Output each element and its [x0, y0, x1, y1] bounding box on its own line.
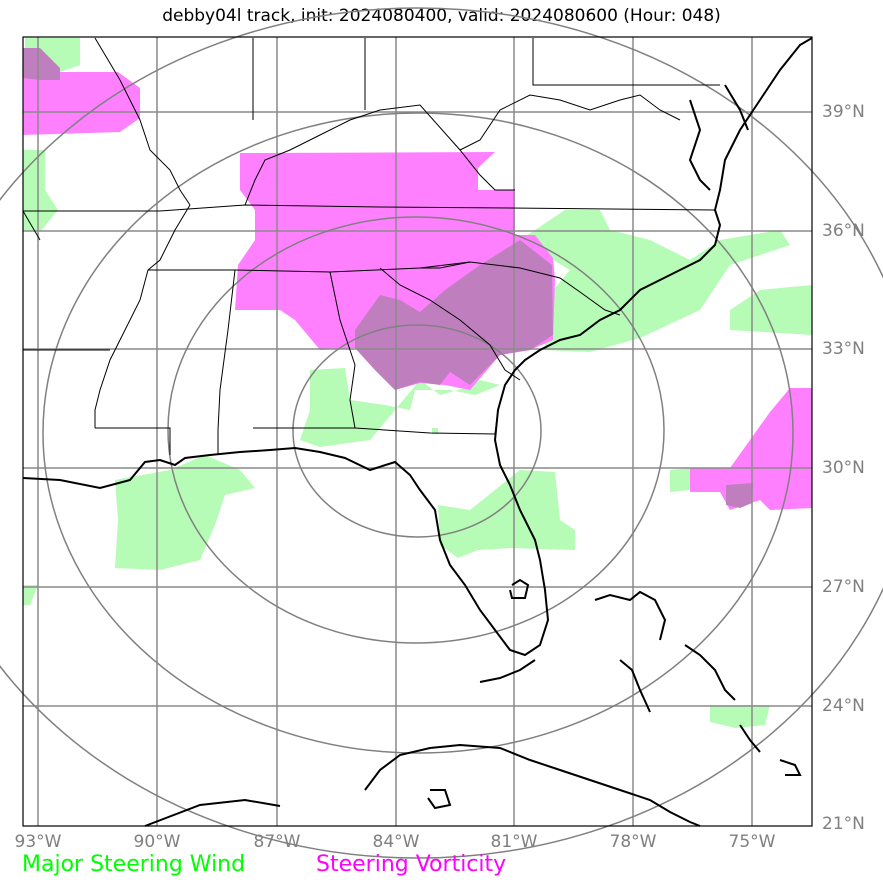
ring-second: [167, 216, 665, 644]
coast-bahamas-4: [739, 724, 761, 753]
lon-label-81w: 81°W: [490, 832, 538, 852]
wind-area-west-south: [23, 585, 38, 605]
lon-label-75w: 75°W: [728, 832, 776, 852]
wind-area-atlantic-east: [730, 285, 812, 335]
legend-steering-wind: Major Steering Wind: [22, 852, 246, 877]
border-wv-va: [459, 94, 681, 151]
lat-label-39n: 39°N: [822, 102, 865, 122]
coast-east-upper: [714, 37, 813, 211]
overlap-areas: [23, 48, 753, 508]
lon-label-90w: 90°W: [133, 832, 181, 852]
border-pa-md: [532, 38, 720, 86]
coast-cuba-south: [144, 798, 281, 827]
lon-label-93w: 93°W: [14, 832, 62, 852]
lat-label-36n: 36°N: [822, 221, 865, 241]
lon-label-87w: 87°W: [253, 832, 301, 852]
ring-inner: [292, 324, 542, 538]
ring-outer: [0, 7, 883, 859]
lat-label-33n: 33°N: [822, 339, 865, 359]
wind-area-gulf-blob: [432, 428, 438, 434]
coast-bahamas-2: [684, 644, 736, 701]
lon-label-78w: 78°W: [609, 832, 657, 852]
coast-bahamas-1: [594, 590, 667, 641]
lat-label-27n: 27°N: [822, 577, 865, 597]
distance-rings: [0, 7, 883, 859]
coast-isle-pines: [427, 789, 452, 810]
coast-bahamas-3: [619, 659, 651, 713]
wind-area-ga-fl: [300, 368, 500, 447]
vorticity-area-nw: [23, 72, 140, 135]
coastlines: [22, 37, 813, 827]
wind-area-gulf: [115, 455, 255, 570]
coast-hispaniola: [779, 759, 802, 776]
coast-cuba: [364, 743, 701, 827]
overlap-area-atlantic: [726, 483, 753, 508]
wind-area-atlantic-mid: [670, 468, 690, 492]
border-al-ga: [329, 271, 356, 429]
border-ky-va: [244, 104, 515, 206]
border-ms-al: [217, 269, 236, 455]
lat-label-30n: 30°N: [822, 458, 865, 478]
legend-steering-vorticity: Steering Vorticity: [316, 852, 507, 877]
overlap-area-georgia: [355, 240, 553, 390]
state-borders: [22, 37, 720, 455]
border-ky-tn: [23, 204, 716, 212]
coast-delaware: [724, 84, 749, 131]
border-nc-sc: [420, 261, 471, 269]
border-tn-south: [148, 261, 621, 316]
map-frame: [22, 36, 813, 827]
overlap-area-nw: [23, 48, 60, 80]
coast-keys: [479, 659, 536, 683]
lat-label-21n: 21°N: [822, 814, 865, 834]
vorticity-area-atlantic: [690, 388, 812, 510]
graticule: [23, 37, 812, 826]
coast-gulf: [22, 209, 722, 657]
coast-chesapeake: [688, 99, 711, 191]
coast-lake-okeechobee: [509, 578, 530, 599]
lat-label-24n: 24°N: [822, 696, 865, 716]
wind-area-fl-penin: [438, 470, 575, 558]
border-mo-ar: [22, 210, 41, 241]
border-ga-sc: [379, 267, 521, 381]
border-oh-river: [94, 37, 191, 206]
wind-area-bahamas: [710, 705, 770, 728]
map-title: debby04l track, init: 2024080400, valid:…: [162, 6, 721, 26]
border-la-south: [95, 427, 171, 455]
border-ms-river: [94, 204, 191, 428]
lon-label-84w: 84°W: [372, 832, 420, 852]
ring-third: [42, 112, 794, 754]
